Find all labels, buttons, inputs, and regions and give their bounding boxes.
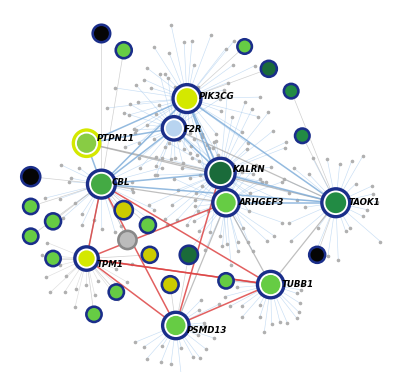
- Circle shape: [166, 120, 182, 137]
- Circle shape: [85, 305, 103, 323]
- Circle shape: [91, 23, 112, 44]
- Circle shape: [178, 244, 199, 265]
- Circle shape: [320, 187, 352, 218]
- Circle shape: [204, 157, 237, 189]
- Circle shape: [260, 60, 278, 78]
- Text: TUBB1: TUBB1: [282, 280, 314, 289]
- Circle shape: [262, 62, 276, 76]
- Circle shape: [181, 247, 197, 263]
- Circle shape: [24, 200, 37, 213]
- Text: KALRN: KALRN: [233, 165, 266, 174]
- Circle shape: [220, 275, 232, 287]
- Circle shape: [161, 311, 191, 340]
- Circle shape: [77, 134, 96, 153]
- Circle shape: [236, 38, 253, 55]
- Circle shape: [117, 44, 130, 57]
- Circle shape: [160, 115, 187, 142]
- Text: F2R: F2R: [184, 125, 202, 134]
- Text: PSMD13: PSMD13: [187, 326, 227, 335]
- Circle shape: [141, 218, 155, 232]
- Circle shape: [285, 85, 297, 97]
- Circle shape: [44, 250, 62, 267]
- Circle shape: [208, 160, 234, 186]
- Text: CBL: CBL: [112, 178, 130, 187]
- Circle shape: [91, 174, 112, 195]
- Circle shape: [88, 308, 100, 321]
- Circle shape: [73, 245, 100, 272]
- Circle shape: [114, 41, 133, 60]
- Circle shape: [164, 314, 187, 337]
- Text: TPM1: TPM1: [96, 260, 123, 269]
- Circle shape: [46, 215, 60, 228]
- Circle shape: [164, 118, 184, 138]
- Circle shape: [310, 248, 324, 262]
- Circle shape: [308, 246, 326, 264]
- Circle shape: [94, 26, 109, 41]
- Circle shape: [324, 190, 348, 215]
- Circle shape: [47, 252, 59, 265]
- Circle shape: [294, 127, 311, 144]
- Circle shape: [22, 169, 39, 185]
- Circle shape: [76, 248, 96, 269]
- Circle shape: [22, 227, 40, 245]
- Circle shape: [163, 278, 177, 292]
- Circle shape: [143, 248, 156, 262]
- Text: ARHGEF3: ARHGEF3: [239, 198, 284, 207]
- Text: PIK3CG: PIK3CG: [199, 92, 235, 101]
- Circle shape: [120, 232, 135, 248]
- Circle shape: [296, 130, 308, 142]
- Circle shape: [107, 283, 125, 301]
- Circle shape: [78, 250, 95, 267]
- Circle shape: [116, 202, 132, 218]
- Circle shape: [171, 83, 203, 114]
- Circle shape: [75, 132, 98, 155]
- Circle shape: [86, 169, 117, 200]
- Circle shape: [256, 270, 286, 299]
- Circle shape: [216, 193, 236, 212]
- Circle shape: [214, 191, 238, 214]
- Circle shape: [113, 200, 134, 221]
- Circle shape: [117, 230, 138, 250]
- Circle shape: [176, 88, 197, 109]
- Circle shape: [209, 162, 232, 184]
- Circle shape: [160, 275, 180, 294]
- Circle shape: [261, 275, 280, 294]
- Circle shape: [282, 83, 300, 100]
- Circle shape: [217, 272, 235, 290]
- Circle shape: [259, 273, 282, 296]
- Circle shape: [325, 192, 346, 213]
- Circle shape: [20, 166, 42, 187]
- Circle shape: [239, 41, 250, 52]
- Circle shape: [22, 198, 40, 215]
- Circle shape: [211, 188, 241, 218]
- Circle shape: [166, 316, 186, 335]
- Circle shape: [44, 212, 62, 231]
- Circle shape: [175, 86, 199, 111]
- Text: TAOK1: TAOK1: [348, 198, 380, 207]
- Circle shape: [140, 246, 159, 264]
- Circle shape: [89, 172, 114, 196]
- Circle shape: [72, 128, 102, 158]
- Circle shape: [24, 230, 37, 243]
- Text: PTPN11: PTPN11: [97, 134, 135, 143]
- Circle shape: [110, 286, 123, 298]
- Circle shape: [139, 216, 157, 234]
